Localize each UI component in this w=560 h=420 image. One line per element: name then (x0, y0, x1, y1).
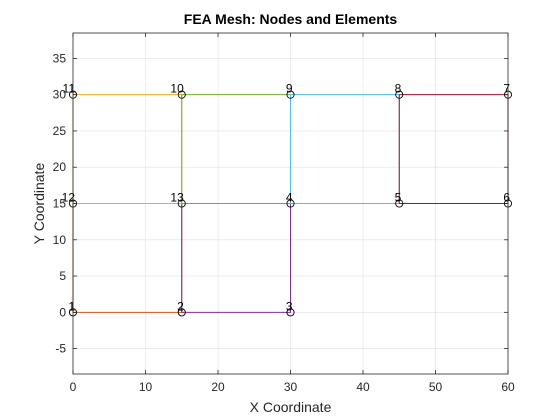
tick-marks (72, 33, 509, 374)
x-tick-label: 30 (284, 380, 298, 394)
node-label: 7 (503, 82, 510, 96)
x-tick-label: 10 (139, 380, 153, 394)
node-label: 13 (170, 191, 184, 205)
y-tick-label: 10 (53, 233, 67, 247)
node-label: 8 (395, 82, 402, 96)
node-marker (177, 308, 186, 317)
y-tick-label: 35 (53, 51, 67, 65)
x-tick-label: 60 (501, 380, 515, 394)
x-tick-label: 20 (211, 380, 225, 394)
node-marker (177, 90, 186, 99)
node-label: 1 (68, 299, 75, 313)
node-label: 9 (286, 82, 293, 96)
node-marker (177, 199, 186, 208)
y-tick-label: 15 (53, 197, 67, 211)
node-marker (286, 199, 295, 208)
node-label: 6 (503, 191, 510, 205)
x-tick-label: 50 (429, 380, 443, 394)
node-label: 5 (395, 191, 402, 205)
node-label: 2 (177, 299, 184, 313)
x-axis-label: X Coordinate (250, 399, 332, 415)
y-axis-label: Y Coordinate (31, 163, 47, 245)
y-tick-label: 0 (59, 305, 66, 319)
y-tick-label: 5 (59, 269, 66, 283)
y-tick-label: 20 (53, 160, 67, 174)
x-tick-label: 40 (356, 380, 370, 394)
y-tick-label: 30 (53, 88, 67, 102)
x-tick-label: 0 (70, 380, 77, 394)
y-tick-label: -5 (55, 342, 66, 356)
node-label: 3 (286, 299, 293, 313)
node-marker (286, 308, 295, 317)
node-label: 10 (170, 82, 184, 96)
y-tick-labels: -5 0 5 10 15 20 25 30 35 (53, 51, 67, 355)
x-tick-labels: 0 10 20 30 40 50 60 (70, 380, 515, 394)
node-label: 12 (62, 191, 76, 205)
node-marker (286, 90, 295, 99)
chart-title: FEA Mesh: Nodes and Elements (184, 11, 398, 27)
y-tick-label: 25 (53, 124, 67, 138)
node-marker (395, 90, 404, 99)
node-label: 4 (286, 191, 293, 205)
node-marker (395, 199, 404, 208)
node-label: 11 (63, 82, 76, 96)
